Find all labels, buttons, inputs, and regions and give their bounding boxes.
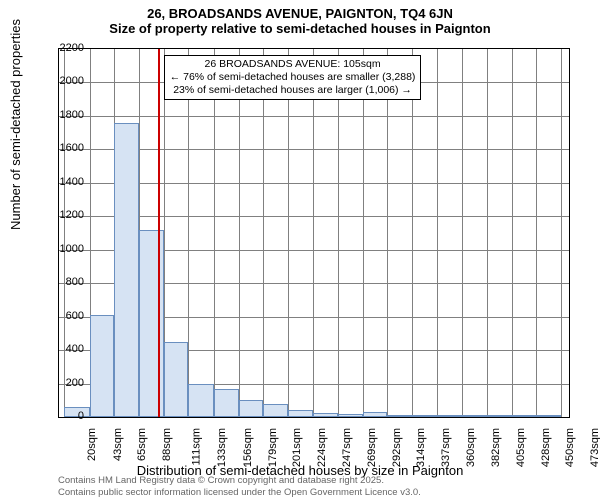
y-tick-label: 800 [44,276,84,288]
x-tick-label: 201sqm [291,428,303,467]
y-tick-label: 1600 [44,142,84,154]
gridline-v [239,49,240,417]
footer-line-1: Contains HM Land Registry data © Crown c… [58,475,421,486]
x-tick-label: 292sqm [391,428,403,467]
histogram-bar [164,342,188,417]
y-tick-label: 1000 [44,243,84,255]
x-tick-label: 314sqm [415,428,427,467]
annotation-larger: 23% of semi-detached houses are larger (… [170,84,416,97]
x-tick-label: 450sqm [564,428,576,467]
gridline-v [536,49,537,417]
histogram-bar [114,123,139,417]
x-tick-label: 133sqm [217,428,229,467]
annotation-smaller: ← 76% of semi-detached houses are smalle… [170,71,416,84]
histogram-bar [412,415,437,417]
histogram-bar [462,415,487,417]
gridline-v [561,49,562,417]
y-tick-label: 1400 [44,176,84,188]
x-tick-label: 360sqm [466,428,478,467]
gridline-v [462,49,463,417]
y-tick-label: 0 [44,410,84,422]
reference-line [158,49,160,417]
x-tick-label: 88sqm [161,428,173,461]
x-tick-label: 405sqm [515,428,527,467]
gridline-v [188,49,189,417]
x-tick-label: 382sqm [490,428,502,467]
title-line-2: Size of property relative to semi-detach… [0,21,600,40]
histogram-bar [487,415,512,417]
histogram-bar [437,415,461,417]
gridline-v [313,49,314,417]
histogram-bar [263,404,288,417]
footer-attribution: Contains HM Land Registry data © Crown c… [58,475,421,498]
histogram-bar [90,315,114,417]
gridline-v [437,49,438,417]
y-tick-label: 600 [44,310,84,322]
x-tick-label: 337sqm [440,428,452,467]
y-tick-label: 1800 [44,109,84,121]
histogram-bar [313,413,337,417]
x-tick-label: 65sqm [136,428,148,461]
y-tick-label: 200 [44,377,84,389]
gridline-v [263,49,264,417]
footer-line-2: Contains public sector information licen… [58,487,421,498]
histogram-bar [363,412,387,417]
gridline-v [487,49,488,417]
x-tick-label: 156sqm [242,428,254,467]
gridline-v [64,49,65,417]
histogram-bar [214,389,239,417]
y-axis-label: Number of semi-detached properties [8,19,23,230]
title-line-1: 26, BROADSANDS AVENUE, PAIGNTON, TQ4 6JN [0,0,600,21]
histogram-chart: 26 BROADSANDS AVENUE: 105sqm ← 76% of se… [58,48,570,418]
gridline-v [387,49,388,417]
histogram-bar [536,415,561,417]
y-tick-label: 2000 [44,75,84,87]
gridline-v [338,49,339,417]
gridline-v [412,49,413,417]
gridline-v [363,49,364,417]
y-tick-label: 400 [44,343,84,355]
annotation-title: 26 BROADSANDS AVENUE: 105sqm [170,58,416,71]
x-tick-label: 111sqm [191,428,203,466]
histogram-bar [239,400,263,417]
gridline-v [214,49,215,417]
x-tick-label: 269sqm [366,428,378,467]
x-tick-label: 428sqm [540,428,552,467]
histogram-bar [387,415,412,417]
gridline-v [288,49,289,417]
x-tick-label: 43sqm [112,428,124,461]
histogram-bar [288,410,313,417]
reference-annotation: 26 BROADSANDS AVENUE: 105sqm ← 76% of se… [164,55,422,100]
x-tick-label: 247sqm [342,428,354,467]
histogram-bar [188,384,213,417]
x-tick-label: 20sqm [87,428,99,461]
x-tick-label: 224sqm [316,428,328,467]
histogram-bar [338,414,363,417]
histogram-bar [139,230,164,417]
x-tick-label: 179sqm [267,428,279,467]
histogram-bar [512,415,536,417]
gridline-v [512,49,513,417]
x-tick-label: 473sqm [589,428,600,467]
y-tick-label: 2200 [44,42,84,54]
y-tick-label: 1200 [44,209,84,221]
